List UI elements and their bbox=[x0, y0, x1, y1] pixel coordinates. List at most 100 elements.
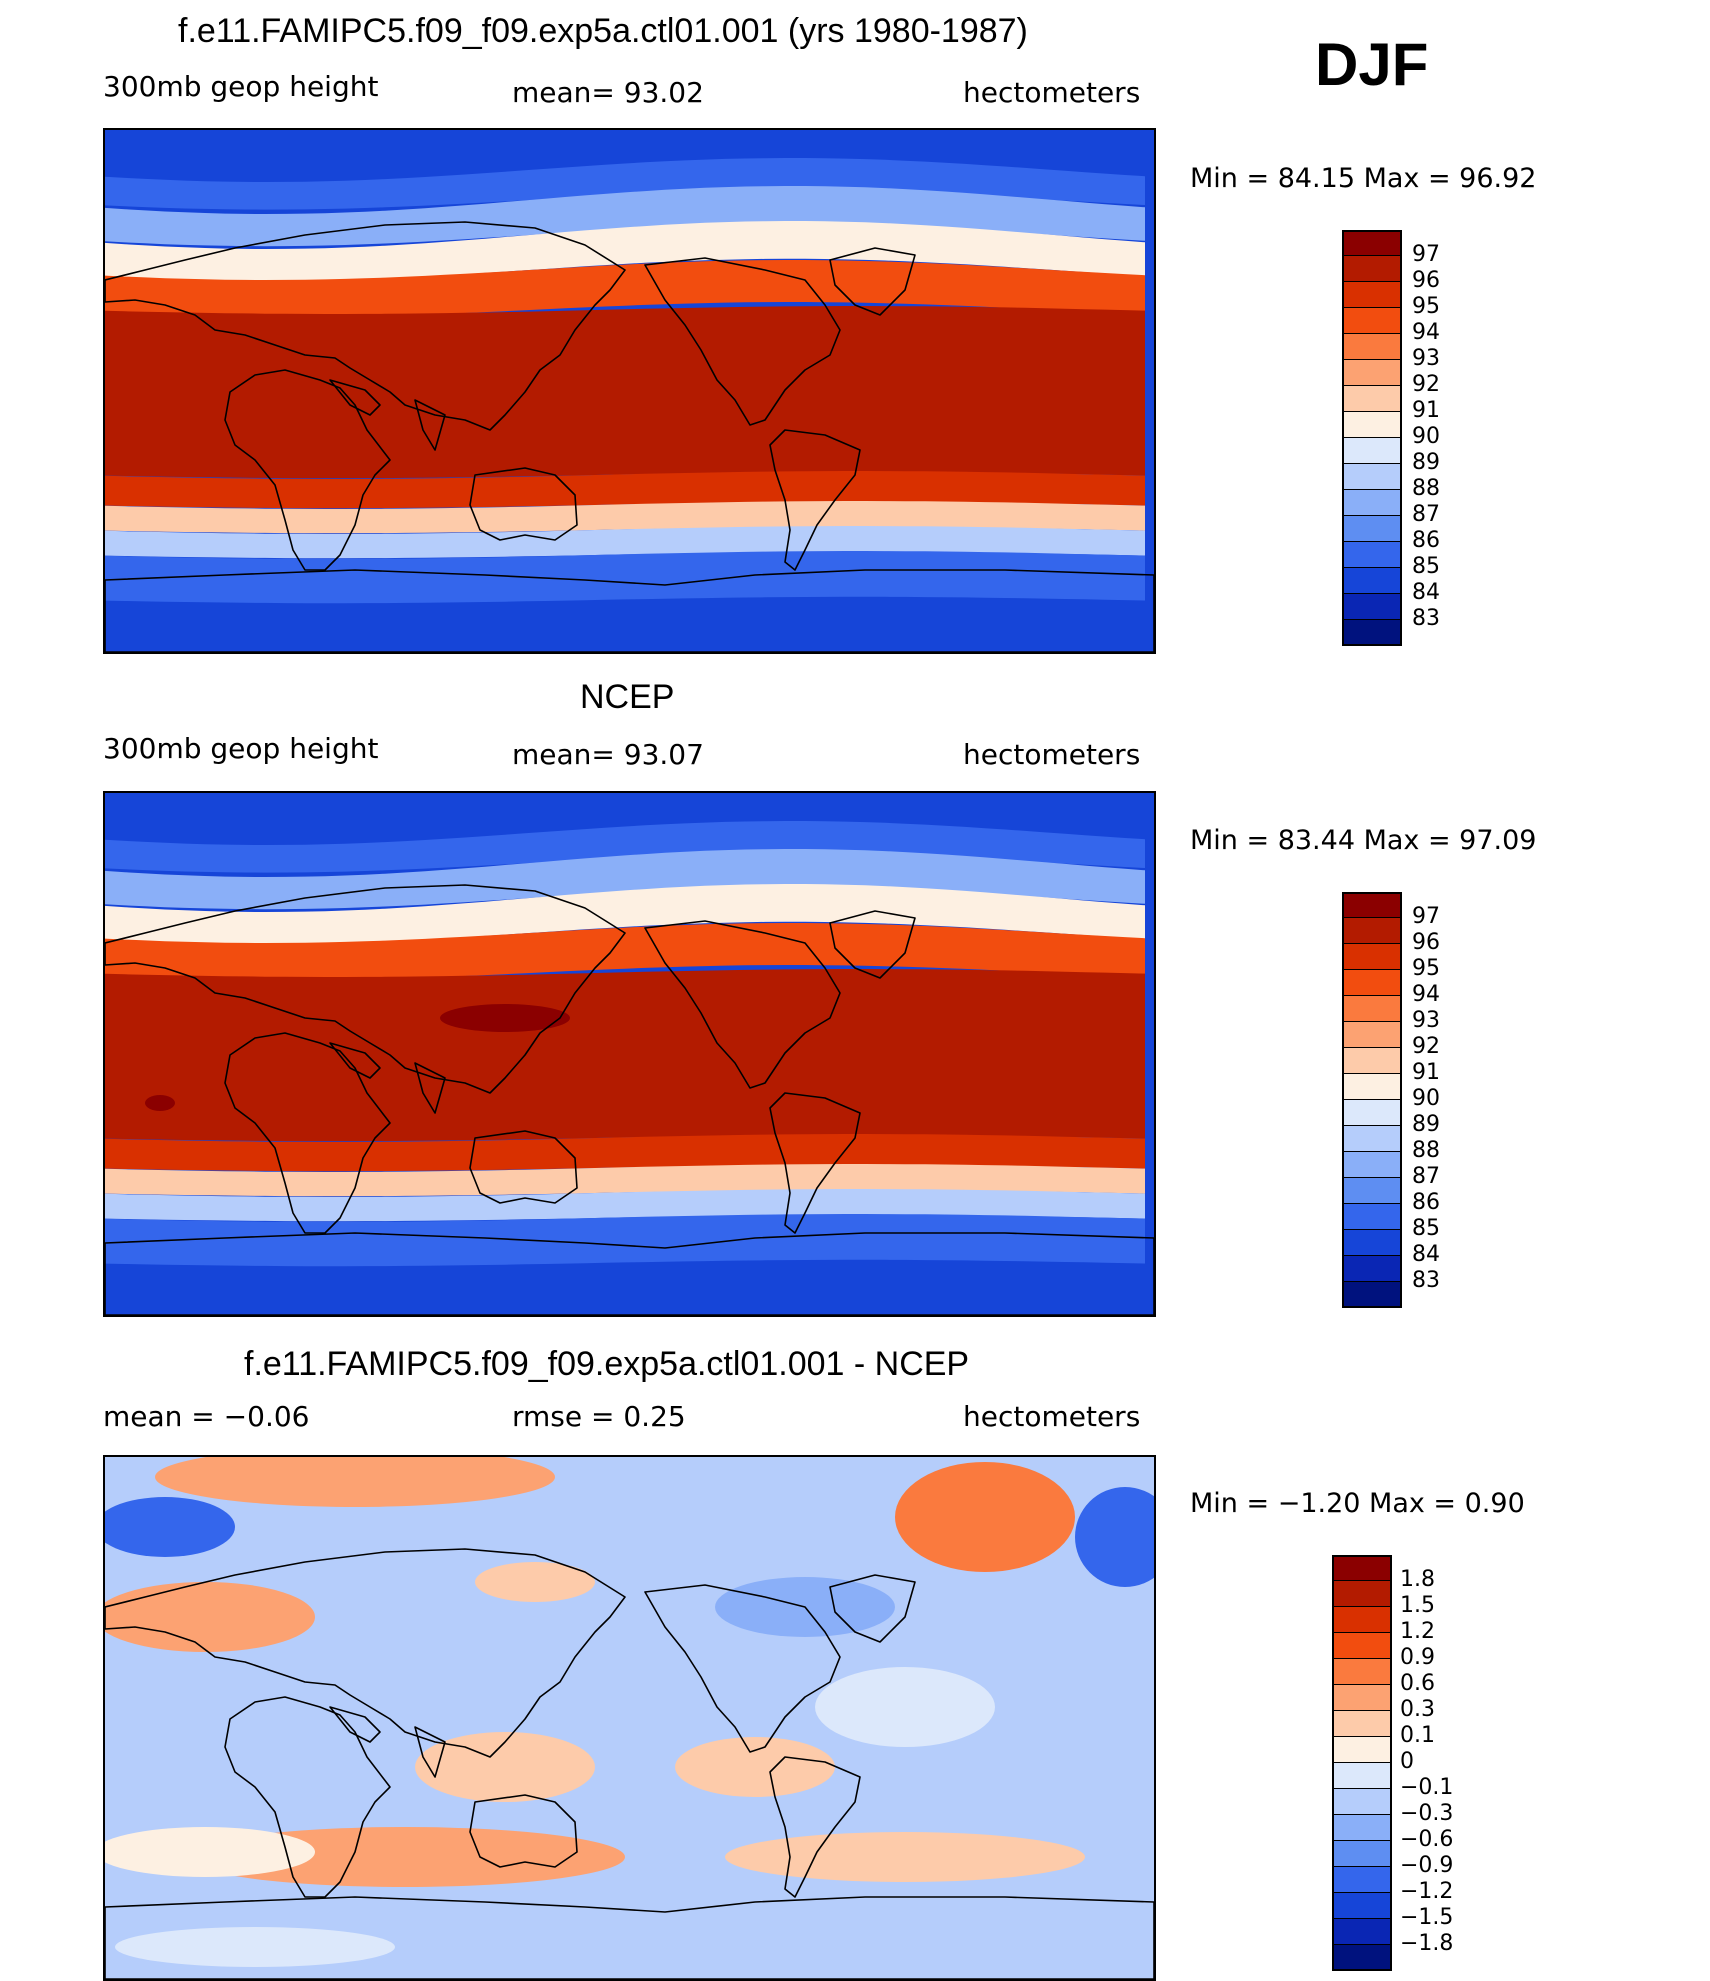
colorbar-swatch bbox=[1342, 1178, 1402, 1204]
jet-south-band bbox=[105, 1164, 1145, 1197]
colorbar-swatch bbox=[1342, 464, 1402, 490]
colorbar-swatch bbox=[1332, 1607, 1392, 1633]
arabia-outline bbox=[329, 1042, 381, 1079]
mean-label: mean= 93.02 bbox=[512, 76, 704, 109]
ncep-colorbar: 97 96 95 94 93 92 91 90 89 88 87 86 85 84 83 bbox=[1342, 892, 1482, 1308]
colorbar-swatch bbox=[1342, 1074, 1402, 1100]
colorbar-tick-label: 0.9 bbox=[1400, 1645, 1435, 1670]
panel-title-diff: f.e11.FAMIPC5.f09_f09.exp5a.ctl01.001 - … bbox=[244, 1345, 970, 1383]
colorbar-tick-label: 1.2 bbox=[1400, 1619, 1435, 1644]
coastlines bbox=[105, 884, 1154, 1315]
rmse-label: rmse = 0.25 bbox=[512, 1400, 686, 1433]
colorbar-swatch bbox=[1342, 282, 1402, 308]
africa-outline bbox=[224, 1032, 391, 1234]
height-maximum-region bbox=[145, 1095, 175, 1111]
africa-outline bbox=[224, 369, 391, 571]
arctic-positive-anomaly bbox=[155, 1457, 555, 1507]
india-outline bbox=[414, 1726, 446, 1778]
units-label: hectometers bbox=[963, 738, 1141, 771]
colorbar-swatch bbox=[1332, 1711, 1392, 1737]
colorbar-swatch bbox=[1342, 386, 1402, 412]
warm-north-band bbox=[105, 923, 1145, 981]
south-america-outline bbox=[769, 1756, 861, 1898]
coastlines bbox=[105, 221, 1154, 652]
indian-ocean-positive-anomaly bbox=[415, 1732, 595, 1802]
colorbar-tick-label: 93 bbox=[1412, 1008, 1440, 1033]
greenland-outline bbox=[829, 910, 916, 979]
canada-positive-anomaly bbox=[895, 1462, 1075, 1572]
colorbar-swatch bbox=[1332, 1867, 1392, 1893]
units-label: hectometers bbox=[963, 1400, 1141, 1433]
warm-south-band bbox=[105, 471, 1145, 509]
africa-outline bbox=[224, 1696, 391, 1898]
colorbar-swatch bbox=[1342, 918, 1402, 944]
arabia-outline bbox=[329, 379, 381, 416]
colorbar-tick-label: 95 bbox=[1412, 956, 1440, 981]
atlantic-negative-anomaly bbox=[1075, 1487, 1154, 1587]
colorbar-swatch bbox=[1342, 1100, 1402, 1126]
colorbar-tick-label: 95 bbox=[1412, 294, 1440, 319]
colorbar-swatch bbox=[1332, 1815, 1392, 1841]
colorbar-swatch bbox=[1332, 1737, 1392, 1763]
ncep-height-map bbox=[103, 791, 1156, 1317]
colorbar-tick-label: 1.8 bbox=[1400, 1567, 1435, 1592]
coastlines bbox=[105, 1548, 1154, 1979]
colorbar-frame bbox=[1332, 1555, 1392, 1971]
min-max-label: Min = 83.44 Max = 97.09 bbox=[1190, 825, 1537, 856]
colorbar-tick-label: 83 bbox=[1412, 606, 1440, 631]
colorbar-tick-label: 91 bbox=[1412, 398, 1440, 423]
colorbar-tick-label: 0.6 bbox=[1400, 1671, 1435, 1696]
colorbar-swatch bbox=[1342, 1022, 1402, 1048]
colorbar-tick-label: 91 bbox=[1412, 1060, 1440, 1085]
greenland-outline bbox=[829, 1574, 916, 1643]
colorbar-tick-label: −0.3 bbox=[1400, 1801, 1454, 1826]
subpolar-south-band bbox=[105, 1214, 1145, 1267]
tropical-light-anomaly bbox=[815, 1667, 995, 1747]
india-outline bbox=[414, 1062, 446, 1114]
colorbar-swatch bbox=[1342, 256, 1402, 282]
colorbar-swatch bbox=[1332, 1763, 1392, 1789]
colorbar-tick-label: −1.5 bbox=[1400, 1905, 1454, 1930]
colorbar-tick-label: −0.6 bbox=[1400, 1827, 1454, 1852]
colorbar-tick-label: 93 bbox=[1412, 346, 1440, 371]
colorbar-swatch bbox=[1342, 360, 1402, 386]
colorbar-swatch bbox=[1332, 1945, 1392, 1971]
colorbar-swatch bbox=[1342, 594, 1402, 620]
north-america-outline bbox=[644, 920, 841, 1089]
colorbar-tick-label: −0.1 bbox=[1400, 1775, 1454, 1800]
colorbar-swatch bbox=[1342, 892, 1402, 918]
eurasia-outline bbox=[105, 1548, 626, 1758]
jet-north-band bbox=[105, 221, 1145, 282]
colorbar-swatch bbox=[1332, 1633, 1392, 1659]
min-max-label: Min = 84.15 Max = 96.92 bbox=[1190, 163, 1537, 194]
arabia-outline bbox=[329, 1706, 381, 1743]
colorbar-tick-label: 0.1 bbox=[1400, 1723, 1435, 1748]
midlat-south-band bbox=[105, 526, 1145, 559]
colorbar-tick-label: 88 bbox=[1412, 1138, 1440, 1163]
europe-negative-anomaly bbox=[105, 1497, 235, 1557]
southern-positive-anomaly bbox=[105, 1827, 315, 1877]
units-label: hectometers bbox=[963, 76, 1141, 109]
colorbar-swatch bbox=[1332, 1919, 1392, 1945]
colorbar-tick-label: 90 bbox=[1412, 1086, 1440, 1111]
colorbar-tick-label: 89 bbox=[1412, 450, 1440, 475]
eurasia-outline bbox=[105, 884, 626, 1094]
south-america-outline bbox=[769, 429, 861, 571]
colorbar-swatch bbox=[1342, 1152, 1402, 1178]
colorbar-swatch bbox=[1342, 1230, 1402, 1256]
colorbar-swatch bbox=[1342, 412, 1402, 438]
colorbar-tick-label: 86 bbox=[1412, 528, 1440, 553]
warm-south-band bbox=[105, 1134, 1145, 1172]
colorbar-swatch bbox=[1342, 490, 1402, 516]
colorbar-tick-label: 84 bbox=[1412, 1242, 1440, 1267]
mean-label: mean= 93.07 bbox=[512, 738, 704, 771]
model-height-map bbox=[103, 128, 1156, 654]
jet-south-band bbox=[105, 501, 1145, 534]
colorbar-swatch bbox=[1342, 1048, 1402, 1074]
difference-colorbar: 1.8 1.5 1.2 0.9 0.6 0.3 0.1 0 −0.1 −0.3 −0.6 −0.9 −1… bbox=[1332, 1555, 1472, 1971]
colorbar-swatch bbox=[1342, 944, 1402, 970]
height-maximum-region bbox=[440, 1004, 570, 1032]
antarctica-outline bbox=[105, 569, 1154, 652]
panel-title-obs: NCEP bbox=[580, 678, 675, 716]
colorbar-tick-label: 87 bbox=[1412, 502, 1440, 527]
